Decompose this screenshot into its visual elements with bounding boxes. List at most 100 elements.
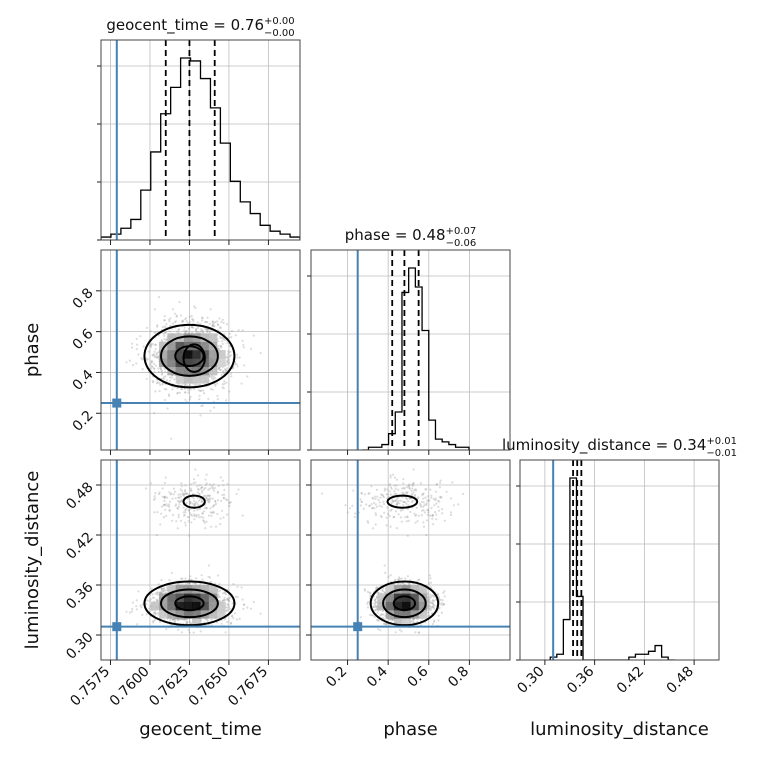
sample-point xyxy=(189,489,193,492)
density-cell xyxy=(208,366,218,376)
sample-point xyxy=(392,500,395,503)
sample-point xyxy=(191,514,194,517)
sample-point xyxy=(182,493,185,496)
sample-point xyxy=(242,343,245,346)
sample-point xyxy=(207,397,210,400)
sample-point xyxy=(170,376,173,379)
sample-point xyxy=(406,516,409,519)
sample-point xyxy=(177,328,180,331)
sample-point xyxy=(429,609,432,612)
sample-point xyxy=(383,511,386,514)
sample-point xyxy=(173,490,177,493)
sample-point xyxy=(195,501,198,504)
sample-point xyxy=(210,511,213,514)
sample-point xyxy=(184,391,187,394)
sample-point xyxy=(137,353,140,356)
sample-point xyxy=(154,364,157,367)
sample-point xyxy=(395,484,398,487)
sample-point xyxy=(398,577,401,580)
sample-point xyxy=(190,314,193,318)
sample-point xyxy=(422,501,425,504)
sample-point xyxy=(234,334,237,337)
sample-point xyxy=(214,499,217,502)
density-cell xyxy=(217,610,226,619)
sample-point xyxy=(226,499,229,502)
sample-point xyxy=(218,599,221,602)
sample-point xyxy=(177,496,180,499)
sample-point xyxy=(208,494,211,497)
sample-point xyxy=(160,579,163,582)
sample-point xyxy=(208,494,211,497)
sample-point xyxy=(168,320,171,323)
sample-point xyxy=(417,578,420,582)
sample-point xyxy=(169,619,172,622)
sample-point xyxy=(191,331,194,334)
sample-point xyxy=(405,491,408,494)
sample-point xyxy=(175,503,178,506)
sample-point xyxy=(163,503,166,506)
sample-point xyxy=(231,602,234,605)
sample-point xyxy=(158,620,161,624)
sample-point xyxy=(219,336,222,339)
sample-point xyxy=(168,330,171,333)
sample-point xyxy=(369,594,372,598)
sample-point xyxy=(177,619,180,622)
sample-point xyxy=(187,508,190,511)
sample-point xyxy=(428,599,431,602)
sample-point xyxy=(439,496,443,499)
sample-point xyxy=(201,331,204,334)
sample-point xyxy=(224,339,227,342)
sample-point xyxy=(205,496,208,499)
sample-point xyxy=(194,468,197,471)
sample-point xyxy=(160,587,163,590)
sample-point xyxy=(198,507,201,510)
sample-point xyxy=(155,382,158,385)
density-cell xyxy=(208,358,218,367)
sample-point xyxy=(156,510,159,514)
sample-point xyxy=(402,478,405,481)
sample-point xyxy=(236,356,239,359)
sample-point xyxy=(429,586,432,589)
sample-point xyxy=(219,517,222,520)
sample-point xyxy=(207,575,210,578)
sample-point xyxy=(223,598,226,602)
sample-point xyxy=(140,606,143,609)
sample-point xyxy=(428,499,431,502)
sample-point xyxy=(382,494,385,497)
sample-point xyxy=(163,589,166,592)
sample-point xyxy=(164,375,167,378)
sample-point xyxy=(163,495,166,499)
sample-point xyxy=(171,388,174,391)
sample-point xyxy=(403,487,406,490)
sample-point xyxy=(201,491,204,494)
sample-point xyxy=(193,513,196,516)
sample-point xyxy=(157,370,160,374)
sample-point xyxy=(438,500,441,503)
sample-point xyxy=(216,398,219,401)
sample-point xyxy=(146,358,149,361)
sample-point xyxy=(372,605,375,609)
sample-point xyxy=(226,360,229,363)
sample-point xyxy=(226,603,229,606)
sample-point xyxy=(179,618,182,621)
density-cell xyxy=(183,358,193,367)
sample-point xyxy=(206,330,209,333)
scatter-luminosity_distance-geocent_time xyxy=(125,468,262,634)
sample-point xyxy=(192,319,195,323)
sample-point xyxy=(222,592,225,595)
sample-point xyxy=(383,487,387,490)
sample-point xyxy=(171,322,174,325)
sample-point xyxy=(200,499,204,502)
sample-point xyxy=(213,324,216,328)
sample-point xyxy=(367,492,370,495)
sample-point xyxy=(193,509,196,512)
sample-point xyxy=(226,342,229,345)
sample-point xyxy=(371,506,375,510)
sample-point xyxy=(193,499,196,502)
sample-point xyxy=(212,511,215,514)
sample-point xyxy=(344,504,347,507)
sample-point xyxy=(228,390,231,393)
sample-point xyxy=(375,601,378,604)
sample-point xyxy=(374,523,377,526)
sample-point xyxy=(209,308,212,311)
